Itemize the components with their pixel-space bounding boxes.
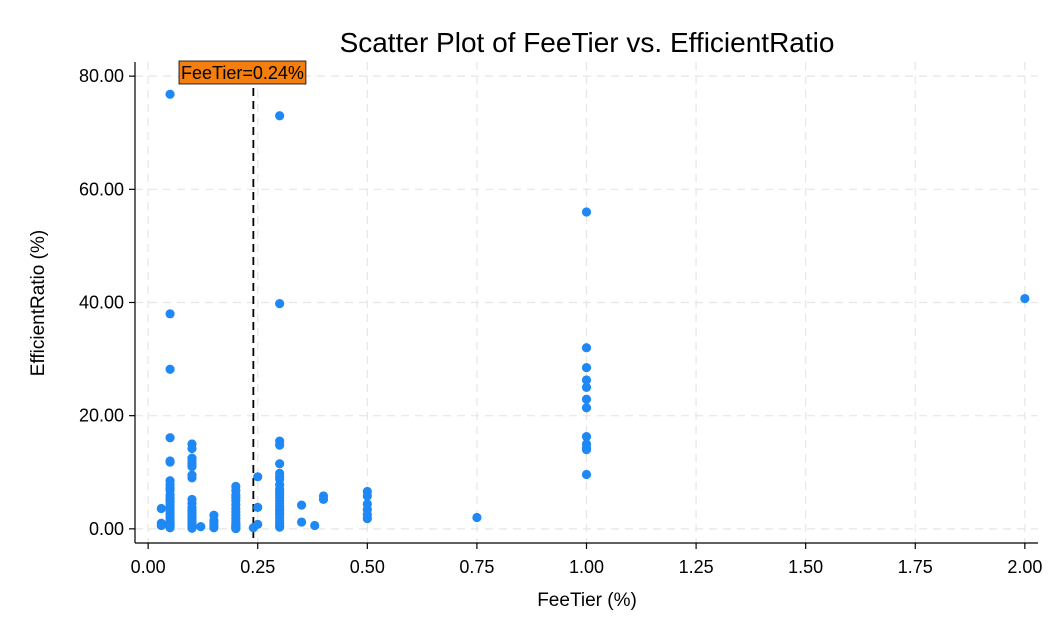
data-point [581, 382, 592, 392]
x-tick-label: 2.00 [1007, 557, 1042, 577]
data-point [156, 503, 166, 514]
x-tick-label: 1.50 [788, 557, 823, 577]
x-tick-label: 0.25 [240, 557, 275, 577]
data-point [165, 309, 175, 319]
y-ticks: 0.00 20.00 40.00 60.00 80.00 [79, 66, 135, 539]
data-point [275, 459, 285, 469]
annotation-label: FeeTier=0.24% [181, 63, 304, 83]
data-point [165, 364, 175, 374]
data-point [275, 522, 285, 532]
data-point [1020, 293, 1030, 304]
data-point [362, 491, 372, 501]
x-tick-label: 0.75 [459, 557, 494, 577]
x-axis-label: FeeTier (%) [537, 590, 637, 611]
data-point [253, 519, 263, 529]
data-point [187, 443, 197, 454]
x-tick-label: 0.00 [131, 557, 166, 577]
data-point [187, 473, 197, 483]
data-point [472, 512, 482, 523]
y-tick-label: 40.00 [79, 293, 124, 313]
x-tick-label: 0.50 [350, 557, 385, 577]
data-point [253, 502, 263, 512]
data-point [362, 514, 372, 524]
data-point [310, 520, 320, 531]
data-point [581, 445, 592, 455]
y-tick-label: 20.00 [79, 406, 124, 426]
data-point [187, 523, 197, 533]
data-point [581, 469, 592, 480]
data-point [581, 343, 592, 353]
data-point [165, 433, 175, 443]
data-point [156, 518, 166, 528]
annotation: FeeTier=0.24% [178, 60, 307, 85]
data-point [581, 432, 592, 442]
data-point [581, 362, 592, 373]
data-point [581, 375, 592, 385]
data-point [296, 500, 307, 510]
chart-title: Scatter Plot of FeeTier vs. EfficientRat… [340, 27, 835, 58]
data-point [581, 394, 592, 404]
data-point [165, 89, 175, 99]
grid-lines [135, 62, 1038, 543]
y-axis-label: EfficientRatio (%) [28, 230, 49, 376]
annotation-box [178, 60, 307, 85]
data-point [275, 440, 285, 450]
y-tick-label: 60.00 [79, 179, 124, 199]
data-point [581, 403, 592, 413]
y-tick-label: 0.00 [89, 519, 124, 539]
data-point [296, 517, 307, 527]
data-point [275, 299, 285, 309]
x-ticks: 0.00 0.25 0.50 0.75 1.00 1.25 1.50 1.75 2.00 [131, 543, 1042, 577]
data-point [209, 523, 219, 533]
x-tick-label: 1.25 [679, 557, 714, 577]
y-tick-label: 80.00 [79, 66, 124, 86]
data-point [196, 521, 206, 532]
data-point [318, 494, 329, 505]
data-point [165, 523, 175, 533]
data-point [581, 207, 592, 217]
data-point [253, 472, 263, 482]
x-tick-label: 1.75 [898, 557, 933, 577]
x-tick-label: 1.00 [569, 557, 604, 577]
data-point [275, 111, 285, 121]
data-point [231, 523, 241, 534]
data-point [187, 462, 197, 472]
data-point [165, 457, 175, 467]
data-points [156, 89, 1030, 534]
